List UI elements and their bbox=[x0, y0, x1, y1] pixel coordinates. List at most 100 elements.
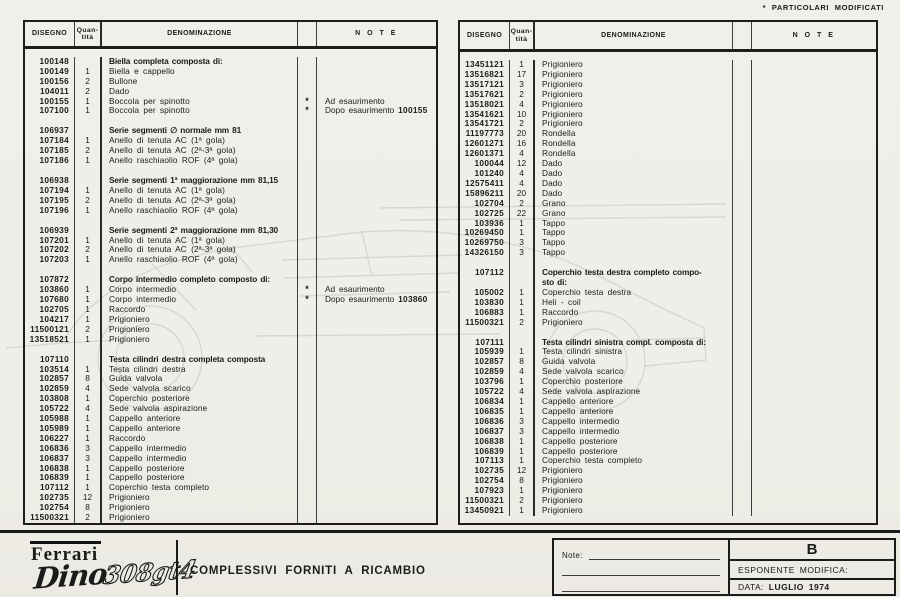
spacer-cell bbox=[317, 216, 436, 226]
note-row bbox=[562, 560, 720, 576]
note-cell bbox=[317, 176, 436, 186]
note-star-cell bbox=[298, 56, 317, 67]
denominazione-cell: Prigioniero bbox=[535, 485, 733, 497]
footer-boxes: Note: B ESPONENTE MODIFICA: DATA: LUGLIO… bbox=[552, 538, 896, 596]
denominazione-cell: Cappello posteriore bbox=[102, 463, 298, 474]
note-cell bbox=[317, 493, 436, 503]
qty-cell: 12 bbox=[75, 492, 102, 504]
note-star-cell bbox=[733, 416, 752, 427]
disegno-cell: 107113 bbox=[460, 456, 510, 467]
footer-divider bbox=[176, 540, 178, 595]
disegno-cell: 103796 bbox=[460, 376, 510, 388]
qty-cell: 4 bbox=[510, 148, 535, 160]
denominazione-cell: Anello di tenuta AC (1ª gola) bbox=[102, 135, 298, 147]
qty-cell: 12 bbox=[510, 158, 535, 169]
note-star-cell bbox=[733, 79, 752, 90]
note-cell bbox=[317, 255, 436, 265]
disegno-cell: 11500321 bbox=[460, 495, 510, 506]
note-cell bbox=[317, 146, 436, 156]
note-star-cell bbox=[733, 139, 752, 150]
note-cell bbox=[317, 245, 436, 255]
qty-cell: 4 bbox=[510, 99, 535, 110]
note-cell bbox=[317, 424, 436, 434]
spacer-cell bbox=[102, 166, 298, 176]
note-cell bbox=[752, 129, 876, 139]
disegno-cell: 106837 bbox=[460, 426, 510, 437]
note-star-cell bbox=[733, 268, 752, 288]
denominazione-cell: Cappello intermedio bbox=[102, 443, 298, 454]
disegno-cell: 13450921 bbox=[460, 505, 510, 516]
disegno-cell: 106227 bbox=[25, 433, 75, 444]
note-star-cell bbox=[298, 245, 317, 256]
note-cell bbox=[317, 503, 436, 513]
note-star-cell bbox=[298, 86, 317, 97]
note-cell bbox=[752, 456, 876, 466]
note-star-cell bbox=[733, 505, 752, 516]
denominazione-cell: Cappello posteriore bbox=[102, 473, 298, 484]
disegno-cell: 100148 bbox=[25, 56, 75, 67]
disegno-cell: 107110 bbox=[25, 354, 75, 365]
spacer-cell bbox=[25, 166, 75, 176]
note-star-cell bbox=[298, 443, 317, 454]
header-note: N O T E bbox=[355, 30, 398, 38]
spacer-cell bbox=[75, 116, 102, 127]
denominazione-cell: Cappello intermedio bbox=[535, 426, 733, 437]
denominazione-cell: Grano bbox=[535, 208, 733, 219]
note-cell bbox=[317, 464, 436, 474]
spacer-cell bbox=[752, 258, 876, 268]
note-cell bbox=[317, 365, 436, 375]
note-star-cell bbox=[733, 317, 752, 328]
spacer-cell bbox=[752, 328, 876, 338]
denominazione-cell: Prigioniero bbox=[535, 465, 733, 477]
note-star-cell: * bbox=[298, 106, 317, 117]
qty-cell: 1 bbox=[75, 423, 102, 434]
note-star-cell bbox=[298, 404, 317, 415]
denominazione-cell: Coperchio testa destra completo compo- s… bbox=[535, 267, 733, 288]
note-star-cell bbox=[298, 453, 317, 464]
spacer-cell bbox=[298, 215, 317, 226]
note-cell bbox=[752, 228, 876, 238]
spacer-cell bbox=[510, 327, 535, 338]
note-star-cell bbox=[298, 235, 317, 246]
note-star-cell bbox=[733, 198, 752, 209]
qty-cell: 1 bbox=[75, 413, 102, 424]
denominazione-cell: Dado bbox=[102, 86, 298, 97]
note-star-cell bbox=[298, 394, 317, 405]
denominazione-cell: Dado bbox=[535, 158, 733, 169]
disegno-cell: 106834 bbox=[460, 396, 510, 407]
note-star-cell bbox=[733, 238, 752, 249]
denominazione-cell: Rondella bbox=[535, 148, 733, 160]
note-cell bbox=[752, 238, 876, 248]
denominazione-cell: Prigioniero bbox=[535, 89, 733, 100]
note-star-cell bbox=[733, 486, 752, 497]
model-script: 308gt4 bbox=[101, 554, 199, 591]
qty-cell: 1 bbox=[75, 254, 102, 266]
spacer-cell bbox=[317, 166, 436, 176]
data-value: LUGLIO 1974 bbox=[768, 582, 830, 592]
note-star-cell bbox=[733, 60, 752, 70]
disegno-cell: 102857 bbox=[25, 374, 75, 385]
disegno-cell: 107184 bbox=[25, 135, 75, 147]
spacer-cell bbox=[317, 116, 436, 126]
qty-cell: 1 bbox=[510, 446, 535, 457]
note-star-cell bbox=[298, 384, 317, 395]
qty-cell: 22 bbox=[510, 208, 535, 219]
note-cell bbox=[752, 447, 876, 457]
qty-cell: 3 bbox=[510, 426, 535, 437]
note-cell: Dopo esaurimento 103860 bbox=[325, 294, 428, 305]
qty-cell: 2 bbox=[510, 89, 535, 100]
note-star-cell bbox=[298, 414, 317, 424]
note-star-cell bbox=[733, 297, 752, 308]
spacer-cell bbox=[510, 258, 535, 269]
note-cell bbox=[752, 219, 876, 229]
note-star-cell bbox=[298, 324, 317, 335]
disegno-cell: 106937 bbox=[25, 125, 75, 137]
disegno-cell: 102754 bbox=[460, 475, 510, 487]
note-cell bbox=[317, 236, 436, 246]
note-cell bbox=[317, 335, 436, 345]
denominazione-cell: Prigioniero bbox=[535, 505, 733, 516]
note-star-cell bbox=[733, 337, 752, 348]
qty-cell: 1 bbox=[510, 396, 535, 407]
qty-cell: 1 bbox=[510, 218, 535, 229]
spacer-cell bbox=[75, 166, 102, 176]
